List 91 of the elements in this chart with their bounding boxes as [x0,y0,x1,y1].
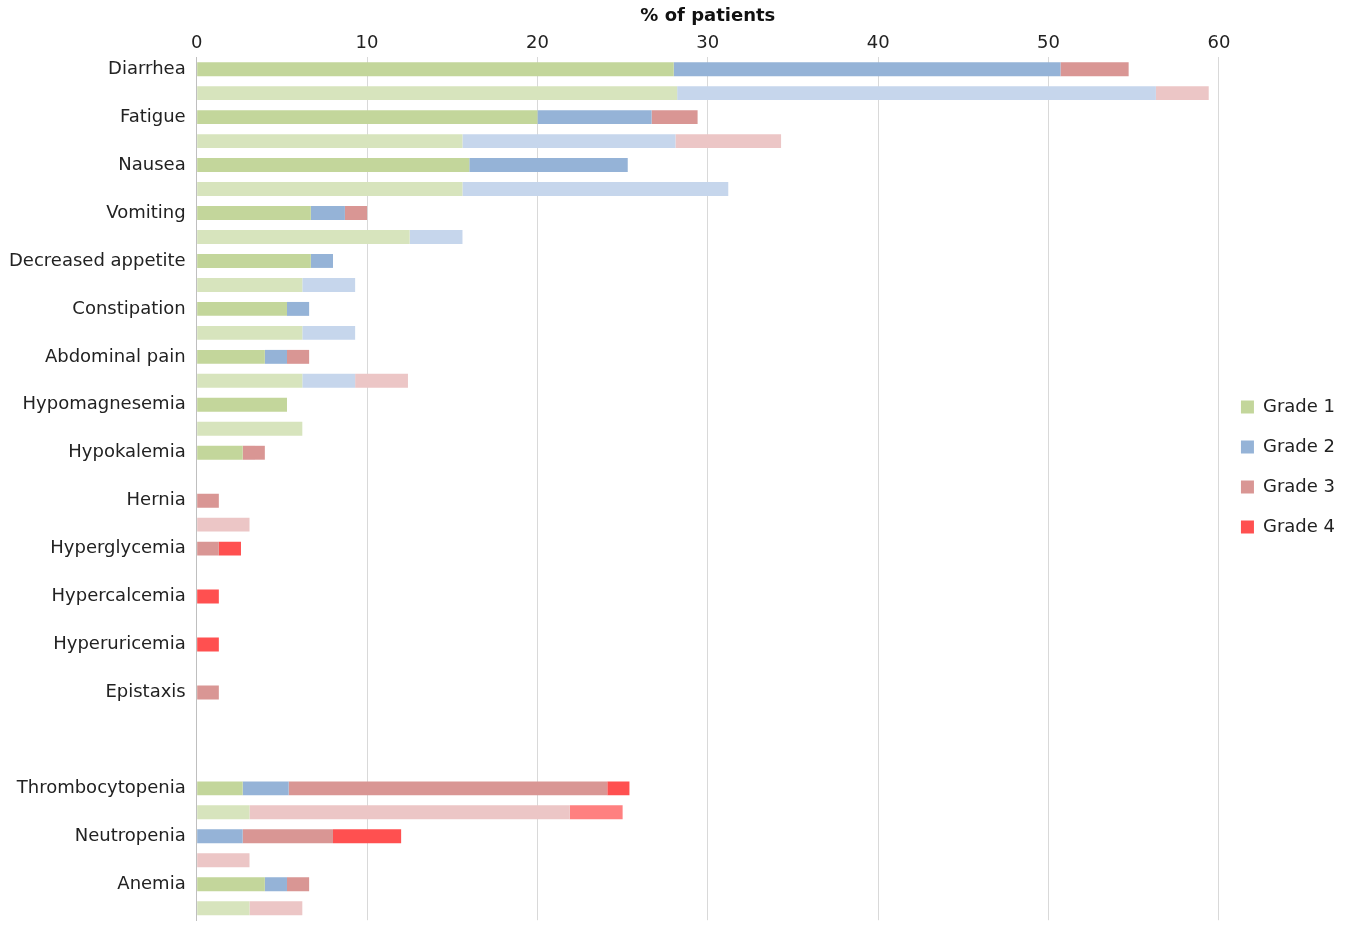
bar [286,349,310,364]
y-tick-label: Fatigue [119,104,186,126]
bar [344,206,368,220]
bar [302,277,356,292]
y-tick-label: Nausea [118,152,186,174]
bar [1155,86,1209,101]
bar [197,517,250,532]
bar [197,493,219,508]
bar [310,206,345,220]
y-tick-label: Abdominal pain [44,344,186,366]
x-tick-label: 10 [355,31,379,53]
y-tick-label: Epistaxis [105,680,186,702]
bar [197,349,265,364]
bar [1060,62,1129,77]
x-tick-label: 0 [190,31,203,53]
bar [302,373,356,388]
y-tick-label: Anemia [117,871,186,893]
bar [355,373,408,388]
bar [675,134,782,149]
x-tick-label: 50 [1037,31,1061,53]
bar [677,86,1156,101]
bar [197,254,311,268]
y-tick-label: Vomiting [106,200,186,222]
x-tick-label: 30 [696,31,720,53]
bar [607,781,630,796]
bar [197,901,250,916]
bar [310,254,333,268]
bar [197,589,219,604]
bar [288,781,608,796]
bar [286,877,310,892]
bar [264,349,287,364]
bar [197,781,243,796]
bar [286,301,310,316]
bar [197,230,410,244]
bar [242,829,333,844]
bar [197,182,463,196]
y-tick-label: Thrombocytopenia [15,776,186,798]
bar [197,541,219,556]
bar [197,685,219,700]
bar [197,445,243,460]
y-tick-label: Hernia [126,488,186,510]
bar [264,877,287,892]
bar [197,325,303,340]
x-tick-label: 60 [1207,31,1231,53]
bar [197,853,250,868]
legend-label: Grade 2 [1262,434,1336,456]
y-tick-label: Hypokalemia [68,440,186,462]
y-tick-label: Hyperuricemia [53,632,186,654]
x-axis-title: % of patients [640,4,776,26]
y-tick-label: Hyperglycemia [50,536,186,558]
bar [197,805,250,820]
bar [197,62,674,77]
bar [651,110,698,125]
y-tick-label: Hypomagnesemia [22,392,186,414]
bar [197,110,538,125]
bar [302,325,356,340]
y-tick-label: Hypercalcemia [51,584,186,606]
x-tick-label: 20 [525,31,549,53]
bar [197,86,678,101]
legend-label: Grade 1 [1262,394,1336,416]
y-tick-label: Constipation [72,296,186,318]
bar [197,397,287,412]
legend-label: Grade 3 [1262,474,1336,496]
bar [197,206,311,220]
bar [242,445,265,460]
y-tick-label: Neutropenia [74,823,186,845]
bar [537,110,652,125]
bar [332,829,402,844]
x-tick-label: 40 [866,31,890,53]
y-tick-label: Diarrhea [108,56,186,78]
bar [197,277,303,292]
bar [197,134,463,149]
bar [469,158,628,173]
bar [673,62,1061,77]
bar [249,901,303,916]
bar [569,805,623,820]
y-tick-label: Decreased appetite [9,248,186,270]
bar [242,781,289,796]
bar [197,421,303,436]
bar [249,805,570,820]
bar [197,158,470,173]
bar [197,877,265,892]
bar [197,829,243,844]
bar [462,134,676,149]
bar [197,637,219,652]
legend-label: Grade 4 [1262,514,1336,536]
bar [409,230,463,244]
bar [218,541,241,556]
bar [462,182,729,196]
bar [197,301,287,316]
bar [197,373,303,388]
